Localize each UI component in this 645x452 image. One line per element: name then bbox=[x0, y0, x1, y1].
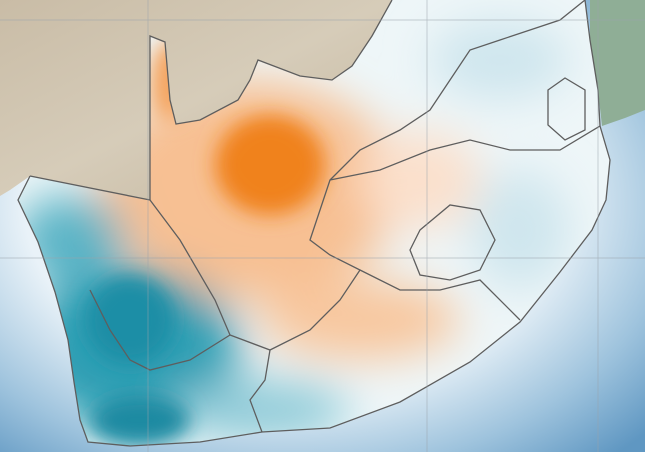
anomaly bbox=[470, 170, 570, 290]
province-border bbox=[329, 125, 601, 181]
province-border bbox=[149, 0, 586, 351]
province-border bbox=[89, 269, 521, 433]
borders bbox=[17, 0, 611, 447]
eswatini-border bbox=[547, 77, 586, 141]
anomaly bbox=[170, 380, 350, 440]
anomaly bbox=[360, 130, 480, 230]
land-north bbox=[0, 0, 392, 200]
anomaly bbox=[260, 280, 460, 360]
anomaly bbox=[90, 395, 190, 445]
anomaly bbox=[85, 275, 175, 365]
anomaly bbox=[430, 20, 570, 100]
land-east bbox=[590, 0, 645, 126]
anomaly bbox=[215, 115, 325, 215]
country-border bbox=[17, 0, 611, 447]
